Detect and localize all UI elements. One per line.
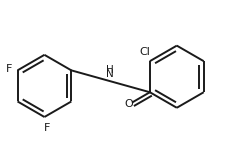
Text: Cl: Cl (140, 47, 151, 57)
Text: O: O (124, 99, 133, 109)
Text: F: F (6, 64, 12, 74)
Text: H: H (106, 65, 113, 75)
Text: N: N (106, 69, 113, 79)
Text: F: F (44, 123, 50, 133)
